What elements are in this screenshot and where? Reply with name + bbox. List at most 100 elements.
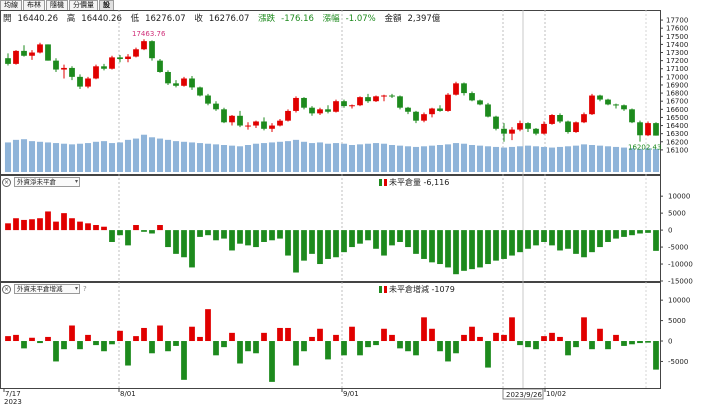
oi-change-bar [245, 341, 251, 352]
volume-bar [612, 146, 620, 172]
candle-body [181, 78, 187, 86]
candle-body [629, 109, 635, 123]
volume-bar [236, 146, 244, 172]
oi-change-bar [277, 327, 283, 342]
panel-frame [0, 10, 661, 175]
oi-change-bar [173, 341, 179, 346]
volume-bar [284, 141, 292, 172]
oi-change-bar [397, 341, 403, 349]
oi-change-bar [429, 328, 435, 342]
oi-change-bar [117, 330, 123, 342]
open-interest-bar [405, 230, 411, 248]
candle-body [237, 115, 243, 126]
volume-bar [180, 141, 188, 172]
y-tick-label: -5000 [668, 244, 688, 252]
open-interest-bar [213, 230, 219, 241]
x-tick-label: 9/01 [343, 390, 359, 398]
x-tick-label: 8/01 [120, 390, 136, 398]
open-interest-bar [373, 230, 379, 249]
candle-body [101, 66, 107, 69]
oi-change-bar [157, 325, 163, 342]
amount-label: 金額 [384, 14, 402, 24]
candle-body [381, 95, 387, 97]
open-interest-bar [37, 218, 43, 231]
candle-body [389, 95, 395, 97]
y-tick-label: 10000 [668, 193, 690, 201]
candle-body [5, 58, 11, 64]
oi-change-bar [541, 336, 547, 342]
volume-bar [4, 142, 12, 172]
open-interest-bar [93, 225, 99, 231]
candle-body [213, 103, 219, 110]
candle-body [437, 108, 443, 111]
oi-change-bar [181, 341, 187, 380]
oi-change-bar [253, 341, 259, 354]
candle-body [133, 49, 139, 57]
oi-change-bar [581, 317, 587, 342]
oi-change-bar [413, 341, 419, 356]
oi-change-bar [637, 341, 643, 344]
oi-change-bar [597, 328, 603, 342]
candle-body [589, 95, 595, 115]
close-label: 收 [194, 14, 203, 24]
candle-body [509, 129, 515, 134]
oi-change-bar [229, 332, 235, 342]
volume-bar [556, 146, 564, 172]
open-interest-bar [85, 223, 91, 231]
oi-change-bar [141, 327, 147, 342]
open-interest-bar [389, 230, 395, 246]
y-tick-label: -10000 [668, 261, 693, 269]
open-interest-bar [269, 230, 275, 241]
high-label: 高 [66, 14, 76, 24]
panel3-indicator-select[interactable]: 外資未平倉增減 [14, 284, 80, 294]
panel-frame [0, 282, 661, 389]
volume-bar [332, 143, 340, 172]
open-interest-bar [125, 230, 131, 246]
candle-body [533, 128, 539, 134]
volume-bar [308, 143, 316, 172]
open-interest-bar [541, 230, 547, 242]
oi-change-bar [53, 341, 59, 362]
open-interest-bar [461, 230, 467, 271]
candle-body [549, 114, 555, 124]
oi-change-bar [221, 341, 227, 348]
oi-change-bar [365, 341, 371, 348]
open-interest-bar [133, 225, 139, 231]
candle-body [469, 93, 475, 101]
oi-change-bar [45, 336, 51, 342]
open-interest-bar [437, 230, 443, 265]
candle-body [397, 96, 403, 108]
oi-change-bar [29, 337, 35, 342]
oi-change-bar [101, 341, 107, 352]
candle-body [165, 71, 171, 84]
volume-bar [44, 142, 52, 172]
panel2-close-icon[interactable]: × [2, 177, 11, 187]
candle-body [341, 101, 347, 107]
open-interest-bar [549, 230, 555, 246]
volume-bar [36, 141, 44, 172]
volume-bar [620, 147, 628, 172]
volume-bar [76, 143, 84, 172]
volume-bar [212, 144, 220, 172]
candle-body [125, 56, 131, 60]
candle-body [653, 123, 659, 136]
open-interest-bar [285, 230, 291, 256]
open-interest-bar [117, 230, 123, 236]
panel2-indicator-select[interactable]: 外資淨未平倉 [14, 177, 80, 187]
oi-change-bar [325, 341, 331, 360]
candle-body [61, 67, 67, 70]
oi-change-bar [5, 336, 11, 342]
crosshair-date-label: 2023/9/26 [506, 391, 542, 399]
candle-body [517, 123, 523, 130]
panel2-legend-text: 未平倉量 -6,116 [389, 178, 450, 187]
panel3-close-icon[interactable]: × [2, 284, 11, 294]
candle-body [325, 109, 331, 112]
oi-change-bar [453, 341, 459, 354]
oi-change-bar [613, 334, 619, 342]
help-icon[interactable]: ? [83, 285, 87, 293]
volume-bar [596, 145, 604, 172]
candle-body [285, 110, 291, 121]
open-interest-bar [349, 230, 355, 248]
volume-bar [164, 139, 172, 172]
candle-body [21, 50, 27, 56]
